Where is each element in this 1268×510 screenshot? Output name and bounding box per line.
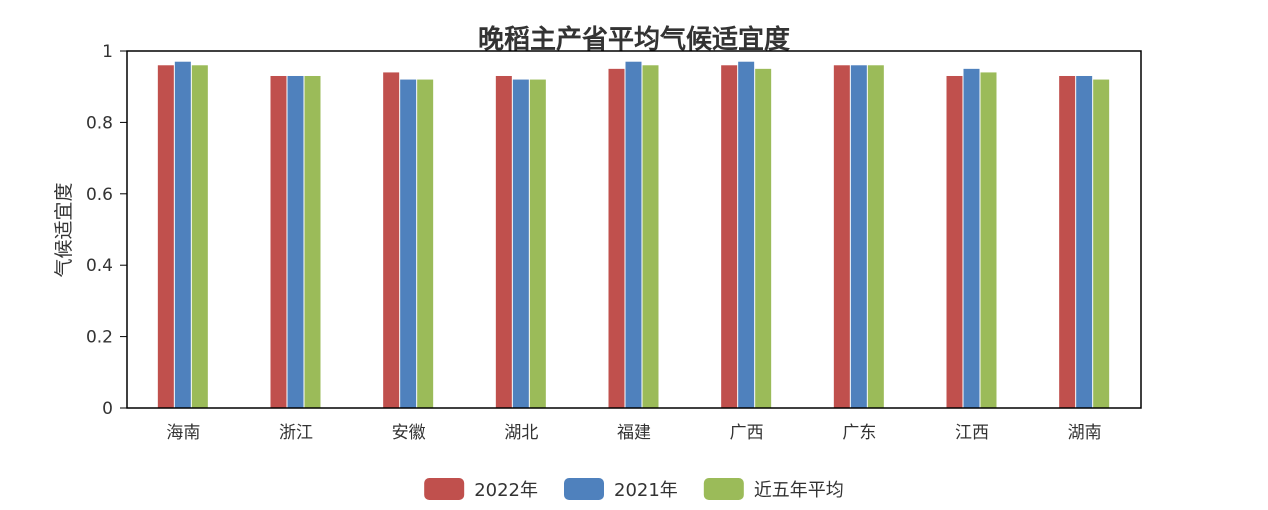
bar [946, 75, 963, 409]
bar [383, 72, 400, 409]
x-tick-label: 安徽 [392, 423, 426, 443]
bar [287, 75, 304, 409]
y-tick-label: 0.8 [86, 113, 113, 133]
bar [495, 75, 512, 409]
legend-swatch [564, 478, 604, 500]
bar [191, 65, 208, 408]
legend-label: 近五年平均 [754, 480, 844, 501]
bar [1059, 75, 1076, 409]
bar [850, 65, 867, 408]
bar [721, 65, 738, 408]
bar [174, 61, 191, 409]
y-axis-label: 气候适宜度 [53, 182, 75, 277]
y-tick-label: 1 [102, 42, 113, 62]
x-tick-label: 广西 [730, 423, 764, 443]
bar [963, 68, 980, 408]
bar [755, 68, 772, 408]
bar [980, 72, 997, 409]
bar [157, 65, 174, 408]
x-tick-label: 湖北 [504, 423, 538, 443]
bar [738, 61, 755, 409]
x-tick-label: 江西 [955, 423, 989, 443]
bar [642, 65, 659, 408]
y-tick-label: 0.6 [86, 185, 113, 205]
legend-label: 2021年 [614, 480, 678, 501]
bar [417, 79, 434, 408]
plot-frame [126, 50, 1142, 409]
bar [400, 79, 417, 408]
y-tick-label: 0.2 [86, 328, 113, 348]
legend-swatch [703, 478, 744, 500]
bar [608, 68, 625, 408]
plot-area: 0 0.2 0.4 0.6 0.8 1 海南 浙江 安徽 湖北 福建 广西 广东 江西 湖南 [86, 42, 1110, 443]
bar [867, 65, 884, 408]
x-tick-label: 湖南 [1068, 423, 1102, 443]
bar [270, 75, 287, 409]
legend-swatch [424, 478, 465, 500]
bar [1093, 79, 1110, 408]
x-tick-label: 浙江 [279, 423, 313, 443]
x-tick-label: 海南 [166, 423, 200, 443]
bar [625, 61, 642, 409]
legend-label: 2022年 [474, 480, 538, 501]
bar [512, 79, 529, 408]
x-tick-label: 福建 [617, 423, 651, 443]
y-tick-label: 0.4 [86, 256, 113, 276]
bar [833, 65, 850, 408]
bar [529, 79, 546, 408]
y-tick-label: 0 [102, 399, 113, 419]
x-tick-label: 广东 [842, 423, 876, 443]
bar [304, 75, 321, 409]
chart-title: 晚稻主产省平均气候适宜度 [478, 24, 790, 55]
legend: 2022年 2021年 近五年平均 [424, 478, 844, 501]
bar [1076, 75, 1093, 409]
